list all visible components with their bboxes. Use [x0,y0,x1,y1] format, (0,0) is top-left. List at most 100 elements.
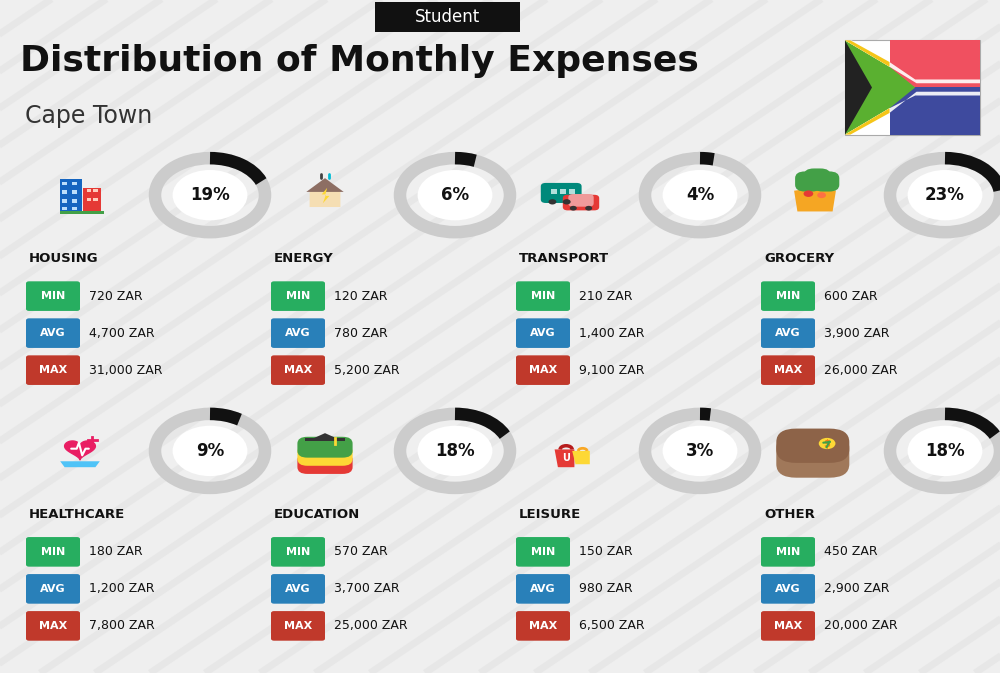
Text: 25,000 ZAR: 25,000 ZAR [334,619,408,633]
FancyBboxPatch shape [305,438,345,441]
Polygon shape [845,108,890,135]
Text: 720 ZAR: 720 ZAR [89,289,143,303]
Polygon shape [310,180,340,207]
FancyBboxPatch shape [890,40,980,87]
Circle shape [570,206,577,211]
FancyBboxPatch shape [795,172,822,192]
FancyBboxPatch shape [26,574,80,604]
FancyBboxPatch shape [516,318,570,348]
Circle shape [548,199,556,205]
Circle shape [908,426,982,476]
Polygon shape [845,40,915,135]
Polygon shape [314,433,336,438]
Circle shape [804,190,813,197]
FancyBboxPatch shape [761,537,815,567]
Text: MIN: MIN [531,547,555,557]
FancyBboxPatch shape [761,355,815,385]
Polygon shape [794,188,836,211]
Circle shape [663,170,737,220]
Text: MIN: MIN [531,291,555,301]
Polygon shape [845,40,872,135]
Polygon shape [65,441,95,460]
FancyBboxPatch shape [516,281,570,311]
Text: MAX: MAX [39,621,67,631]
Text: 20,000 ZAR: 20,000 ZAR [824,619,898,633]
FancyBboxPatch shape [83,188,101,211]
Text: 1,400 ZAR: 1,400 ZAR [579,326,645,340]
Text: 31,000 ZAR: 31,000 ZAR [89,363,162,377]
Polygon shape [555,450,574,467]
Polygon shape [572,451,590,464]
FancyBboxPatch shape [297,437,353,458]
FancyBboxPatch shape [72,182,77,185]
Text: HOUSING: HOUSING [29,252,99,265]
Text: ENERGY: ENERGY [274,252,334,265]
Text: 980 ZAR: 980 ZAR [579,582,633,596]
FancyBboxPatch shape [87,189,91,192]
Text: 4,700 ZAR: 4,700 ZAR [89,326,155,340]
Text: 180 ZAR: 180 ZAR [89,545,143,559]
FancyBboxPatch shape [60,211,104,214]
Text: 3,900 ZAR: 3,900 ZAR [824,326,890,340]
Text: MIN: MIN [41,291,65,301]
FancyBboxPatch shape [26,318,80,348]
Text: 9,100 ZAR: 9,100 ZAR [579,363,645,377]
FancyBboxPatch shape [72,199,77,203]
Text: Cape Town: Cape Town [25,104,152,129]
Circle shape [908,170,982,220]
FancyBboxPatch shape [26,611,80,641]
Text: AVG: AVG [775,328,801,338]
Text: Distribution of Monthly Expenses: Distribution of Monthly Expenses [20,44,699,78]
Text: OTHER: OTHER [764,508,815,521]
Text: AVG: AVG [40,328,66,338]
Polygon shape [306,178,344,192]
FancyBboxPatch shape [568,194,594,207]
Polygon shape [845,92,980,135]
Text: 23%: 23% [925,186,965,204]
Text: $: $ [824,439,830,448]
Text: MAX: MAX [529,621,557,631]
FancyBboxPatch shape [761,281,815,311]
Text: 210 ZAR: 210 ZAR [579,289,633,303]
FancyBboxPatch shape [761,611,815,641]
Text: AVG: AVG [775,584,801,594]
Text: 450 ZAR: 450 ZAR [824,545,878,559]
Text: U: U [562,452,570,462]
Text: AVG: AVG [285,328,311,338]
Text: 150 ZAR: 150 ZAR [579,545,633,559]
Text: 2,900 ZAR: 2,900 ZAR [824,582,890,596]
FancyBboxPatch shape [776,429,849,463]
FancyBboxPatch shape [569,189,575,194]
Text: 780 ZAR: 780 ZAR [334,326,388,340]
Text: 7,800 ZAR: 7,800 ZAR [89,619,155,633]
Text: AVG: AVG [530,584,556,594]
FancyBboxPatch shape [845,40,980,135]
FancyBboxPatch shape [271,537,325,567]
Text: 4%: 4% [686,186,714,204]
Text: 5,200 ZAR: 5,200 ZAR [334,363,400,377]
Text: LEISURE: LEISURE [519,508,581,521]
FancyBboxPatch shape [87,198,91,201]
Text: MAX: MAX [39,365,67,375]
Text: 18%: 18% [925,442,965,460]
Text: MIN: MIN [776,547,800,557]
Text: MIN: MIN [286,291,310,301]
FancyBboxPatch shape [761,574,815,604]
Text: AVG: AVG [530,328,556,338]
Text: 3%: 3% [686,442,714,460]
Text: MIN: MIN [776,291,800,301]
Polygon shape [60,461,100,467]
Circle shape [585,206,592,211]
FancyBboxPatch shape [516,537,570,567]
Text: 6,500 ZAR: 6,500 ZAR [579,619,645,633]
Circle shape [817,192,826,198]
Polygon shape [322,188,329,203]
Circle shape [563,199,571,205]
Text: 600 ZAR: 600 ZAR [824,289,878,303]
Polygon shape [845,40,890,67]
FancyBboxPatch shape [62,190,67,194]
FancyBboxPatch shape [271,355,325,385]
FancyBboxPatch shape [551,189,557,194]
Text: MAX: MAX [529,365,557,375]
Text: 26,000 ZAR: 26,000 ZAR [824,363,898,377]
